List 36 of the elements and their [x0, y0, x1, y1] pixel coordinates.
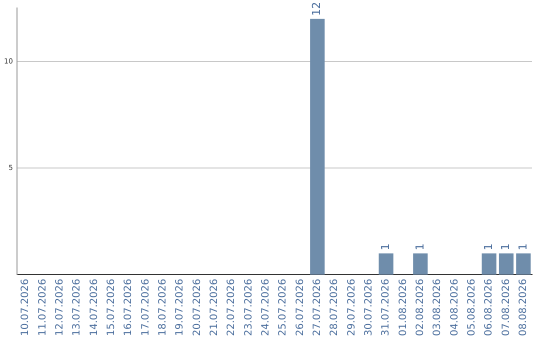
x-tick-label: 04.08.2026: [449, 278, 460, 336]
x-tick-label: 29.07.2026: [346, 278, 358, 336]
x-tick-label: 15.07.2026: [106, 278, 117, 336]
data-label: 1: [378, 243, 392, 250]
x-tick-label: 21.07.2026: [208, 278, 220, 336]
x-tick-label: 12.07.2026: [54, 278, 66, 336]
x-tick-label: 18.07.2026: [157, 278, 168, 336]
x-tick-label: 17.07.2026: [140, 278, 152, 336]
x-tick-label: 06.08.2026: [484, 278, 495, 336]
x-tick-label: 14.07.2026: [88, 278, 100, 336]
data-label: 1: [482, 243, 495, 250]
x-tick-label: 10.07.2026: [20, 278, 32, 336]
x-tick-label: 16.07.2026: [123, 278, 134, 336]
x-tick-label: 27.07.2026: [312, 278, 323, 336]
x-tick-label: 22.07.2026: [226, 278, 238, 336]
x-tick-label: 23.07.2026: [243, 278, 254, 336]
data-label: 1: [499, 243, 512, 250]
x-tick-label: 01.08.2026: [398, 278, 409, 336]
x-tick-label: 25.07.2026: [278, 278, 289, 336]
data-label: 1: [516, 243, 530, 250]
data-label: 1: [413, 243, 426, 250]
x-tick-label: 08.08.2026: [518, 278, 530, 336]
x-tick-label: 07.08.2026: [500, 278, 512, 336]
x-tick-label: 28.07.2026: [329, 278, 340, 336]
x-tick-label: 26.07.2026: [294, 278, 306, 336]
x-tick-label: 02.08.2026: [414, 278, 426, 336]
x-tick-label: 24.07.2026: [260, 278, 272, 336]
x-tick-label: 05.08.2026: [466, 278, 478, 336]
x-tick-label: 03.08.2026: [432, 278, 444, 336]
x-tick-label: 20.07.2026: [192, 278, 203, 336]
x-tick-label: 13.07.2026: [72, 278, 83, 336]
x-tick-label: 19.07.2026: [174, 278, 186, 336]
x-tick-label: 11.07.2026: [37, 278, 48, 336]
x-tick-label: 30.07.2026: [363, 278, 374, 336]
x-tick-label: 31.07.2026: [380, 278, 392, 336]
data-label: 12: [310, 2, 324, 16]
